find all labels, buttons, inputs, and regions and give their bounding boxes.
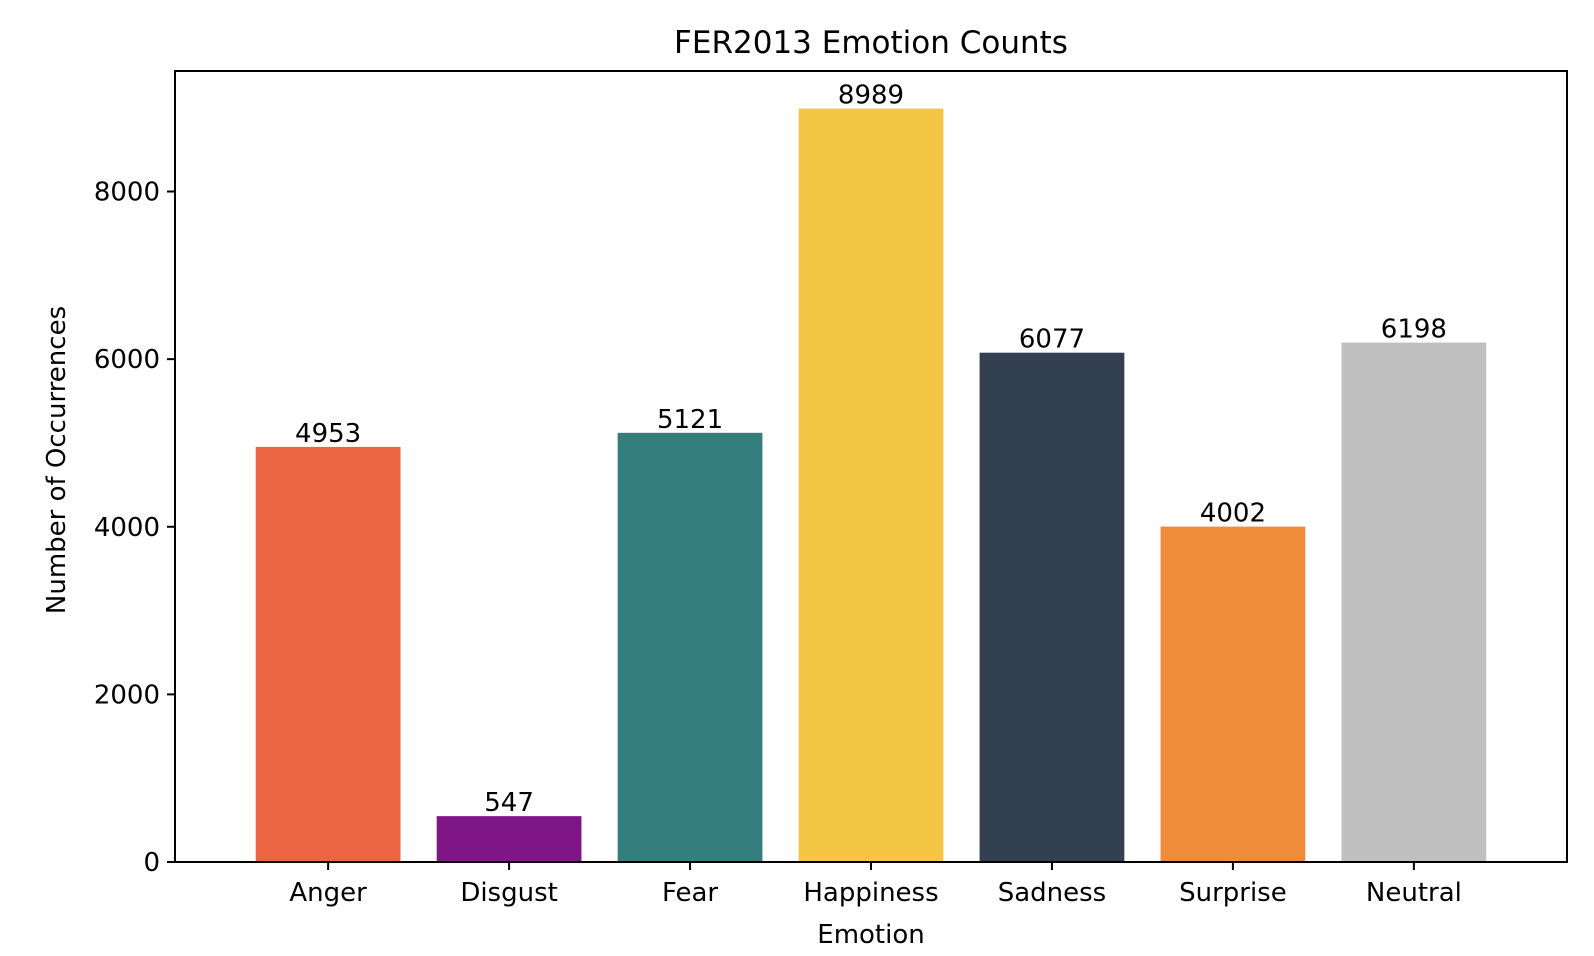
y-axis-label: Number of Occurrences	[42, 306, 72, 614]
x-tick-label: Surprise	[1179, 878, 1287, 908]
bars-layer: 4953 547 5121 8989 6077 4002 6198	[255, 81, 1487, 863]
x-axis-label: Emotion	[817, 920, 924, 950]
y-axis-ticks: 0 2000 4000 6000 8000	[94, 178, 175, 878]
y-tick-label: 0	[143, 848, 160, 878]
bar-sadness	[979, 352, 1125, 862]
x-tick-label: Sadness	[998, 878, 1107, 908]
y-tick-label: 8000	[94, 178, 160, 208]
bar-value-label: 4953	[295, 419, 361, 449]
x-tick-label: Happiness	[803, 878, 938, 908]
bar-anger	[255, 446, 401, 862]
bar-value-label: 6077	[1019, 325, 1085, 355]
bar-value-label: 8989	[838, 81, 904, 111]
x-axis-ticks: Anger Disgust Fear Happiness Sadness Surprise…	[289, 862, 1462, 908]
bar-happiness	[798, 108, 944, 863]
x-tick-label: Anger	[289, 878, 367, 908]
x-tick-label: Neutral	[1366, 878, 1462, 908]
bar-fear	[617, 432, 763, 862]
bar-value-label: 5121	[657, 405, 723, 435]
y-tick-label: 4000	[94, 513, 160, 543]
plot-frame	[174, 70, 1568, 863]
bar-disgust	[436, 816, 582, 862]
x-tick-label: Fear	[662, 878, 718, 908]
x-tick-label: Disgust	[460, 878, 558, 908]
bar-surprise	[1160, 526, 1306, 862]
bar-value-label: 6198	[1381, 315, 1447, 345]
bar-value-label: 547	[484, 788, 534, 818]
chart-title: FER2013 Emotion Counts	[674, 25, 1068, 61]
bar-neutral	[1341, 342, 1487, 863]
bar-value-label: 4002	[1200, 499, 1266, 529]
y-tick-label: 2000	[94, 680, 160, 710]
y-tick-label: 6000	[94, 345, 160, 375]
